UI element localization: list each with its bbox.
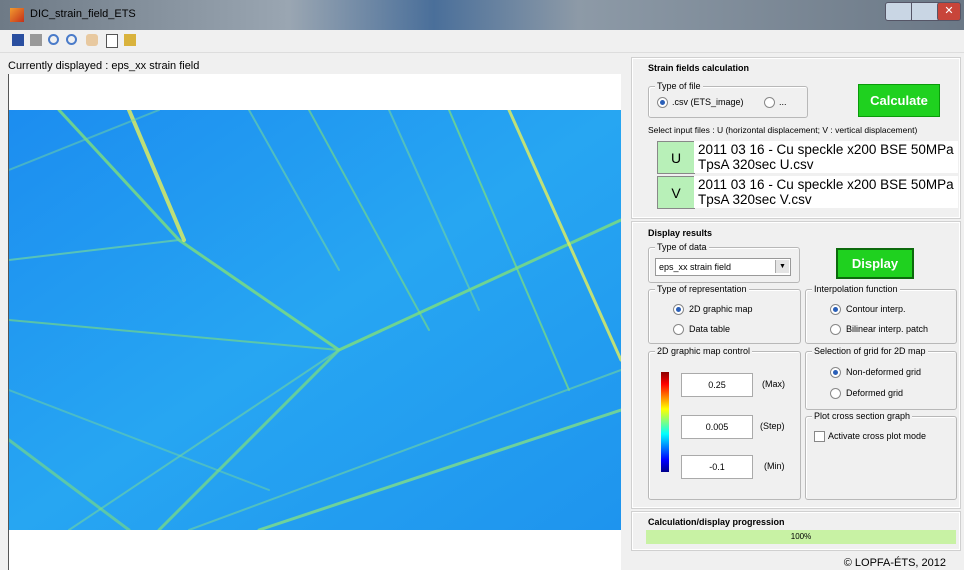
map-background — [9, 110, 621, 530]
step-input[interactable]: 0.005 — [681, 415, 753, 439]
section-title: Calculation/display progression — [648, 517, 785, 527]
minimize-button[interactable] — [885, 2, 913, 21]
radio[interactable] — [673, 324, 684, 335]
radio-label: Non-deformed grid — [846, 367, 921, 377]
datacursor-tool[interactable] — [106, 34, 118, 48]
maximize-button[interactable] — [911, 2, 939, 21]
radio[interactable] — [657, 97, 668, 108]
radio[interactable] — [830, 367, 841, 378]
grid-group: Selection of grid for 2D map Non-deforme… — [805, 351, 957, 410]
cross-section-group: Plot cross section graph Activate cross … — [805, 416, 957, 500]
data-type-select[interactable]: eps_xx strain field ▼ — [655, 258, 791, 276]
strain-map — [9, 110, 621, 530]
file-name: 2011 03 16 - Cu speckle x200 BSE 50MPa T… — [694, 141, 958, 173]
dropdown-arrow[interactable]: ▼ — [775, 260, 789, 273]
max-input[interactable]: 0.25 — [681, 373, 753, 397]
radio[interactable] — [830, 324, 841, 335]
print-tool[interactable] — [30, 34, 42, 46]
display-label: Currently displayed : eps_xx strain fiel… — [8, 60, 199, 72]
group-legend: Selection of grid for 2D map — [812, 346, 928, 356]
file-u-button[interactable]: U — [657, 141, 695, 174]
radio-label: 2D graphic map — [689, 304, 753, 314]
radio[interactable] — [764, 97, 775, 108]
group-legend: Type of data — [655, 242, 709, 252]
radio-label: .csv (ETS_image) — [672, 97, 744, 107]
plot-panel — [8, 74, 621, 570]
section-title: Display results — [648, 228, 712, 238]
map-control-group: 2D graphic map control 0.25 (Max) 0.005 … — [648, 351, 801, 500]
representation-group: Type of representation 2D graphic map Da… — [648, 289, 801, 344]
hint-text: Select input files : U (horizontal displ… — [648, 125, 917, 135]
checkbox-label: Activate cross plot mode — [828, 431, 926, 441]
radio[interactable] — [830, 388, 841, 399]
display-button[interactable]: Display — [836, 248, 914, 279]
radio[interactable] — [673, 304, 684, 315]
radio[interactable] — [830, 304, 841, 315]
zoom-in-tool[interactable] — [48, 34, 59, 45]
pan-tool[interactable] — [86, 34, 98, 46]
interpolation-group: Interpolation function Contour interp. B… — [805, 289, 957, 344]
radio-label: Bilinear interp. patch — [846, 324, 928, 334]
title-bar: DIC_strain_field_ETS ✕ — [0, 0, 964, 30]
input-value: -0.1 — [709, 462, 725, 472]
window-title: DIC_strain_field_ETS — [30, 8, 136, 20]
file-type-group: Type of file .csv (ETS_image) ... — [648, 86, 808, 118]
zoom-out-tool[interactable] — [66, 34, 77, 45]
colorbar-tool[interactable] — [124, 34, 136, 46]
app-icon — [10, 8, 24, 22]
group-legend: Interpolation function — [812, 284, 900, 294]
radio-label: Contour interp. — [846, 304, 906, 314]
radio-label: ... — [779, 97, 787, 107]
group-legend: Type of representation — [655, 284, 749, 294]
input-label: (Step) — [760, 421, 785, 431]
colormap-bar — [661, 372, 669, 472]
toolbar — [0, 30, 964, 53]
input-value: 0.25 — [708, 380, 726, 390]
save-tool[interactable] — [12, 34, 24, 46]
section-title: Strain fields calculation — [648, 63, 749, 73]
input-value: 0.005 — [706, 422, 729, 432]
app-window: DIC_strain_field_ETS ✕ Currently display… — [0, 0, 964, 570]
close-button[interactable]: ✕ — [937, 2, 961, 21]
file-name: 2011 03 16 - Cu speckle x200 BSE 50MPa T… — [694, 176, 958, 208]
radio-label: Data table — [689, 324, 730, 334]
page: {"window": {"title": "DIC_strain_field_E… — [0, 0, 964, 570]
input-label: (Min) — [764, 461, 785, 471]
file-v-button[interactable]: V — [657, 176, 695, 209]
progress-bar: 100% — [646, 530, 956, 544]
footer-text: © LOPFA-ÉTS, 2012 — [844, 557, 946, 569]
data-type-group: Type of data eps_xx strain field ▼ — [648, 247, 800, 283]
min-input[interactable]: -0.1 — [681, 455, 753, 479]
group-legend: 2D graphic map control — [655, 346, 752, 356]
checkbox[interactable] — [814, 431, 825, 442]
radio-label: Deformed grid — [846, 388, 903, 398]
progress-label: 100% — [791, 532, 811, 541]
group-legend: Plot cross section graph — [812, 411, 912, 421]
group-legend: Type of file — [655, 81, 703, 91]
calculate-button[interactable]: Calculate — [858, 84, 940, 117]
select-value: eps_xx strain field — [659, 262, 731, 272]
input-label: (Max) — [762, 379, 785, 389]
